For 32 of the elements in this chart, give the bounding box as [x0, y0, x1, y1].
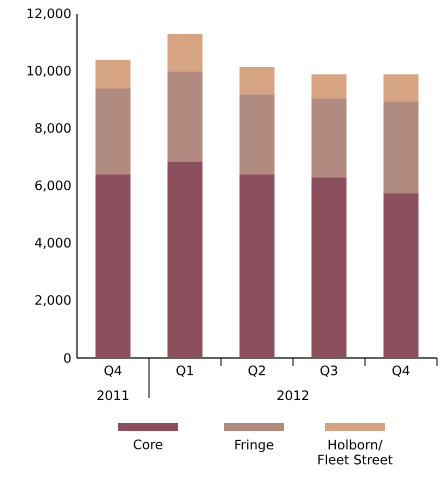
bar	[311, 177, 346, 358]
legend-label: Core	[134, 440, 162, 450]
bar	[383, 193, 418, 358]
bar	[239, 67, 274, 94]
bar	[96, 88, 130, 175]
x-tick-label: Q1	[176, 366, 194, 377]
text: 2011	[97, 390, 128, 400]
bar	[383, 74, 418, 102]
x-tick-label: Q2	[248, 366, 265, 377]
legend-label: Fringe	[235, 440, 274, 452]
x-tick-label: Q4	[104, 366, 122, 377]
y-tick-label: 8,000	[35, 123, 71, 134]
text: 2012	[277, 390, 308, 400]
bar	[96, 60, 130, 89]
y-tick-label: 0	[64, 353, 71, 363]
bar	[168, 162, 202, 358]
bar	[383, 101, 418, 194]
y-tick-label: 12,000	[28, 8, 71, 20]
bar	[239, 94, 274, 175]
legend-label: Holborn/ Fleet Street	[318, 440, 393, 464]
bar	[311, 98, 346, 178]
bar	[168, 71, 202, 162]
bar	[168, 34, 202, 72]
x-tick-label: Q3	[320, 366, 338, 377]
y-tick-label: 10,000	[28, 66, 71, 77]
x-tick-label: Q4	[392, 366, 410, 377]
bar	[96, 174, 130, 358]
y-tick-label: 4,000	[35, 238, 71, 249]
bar	[239, 174, 274, 358]
y-tick-label: 2,000	[35, 295, 71, 306]
bar	[311, 74, 346, 99]
y-tick-label: 6,000	[35, 180, 71, 192]
